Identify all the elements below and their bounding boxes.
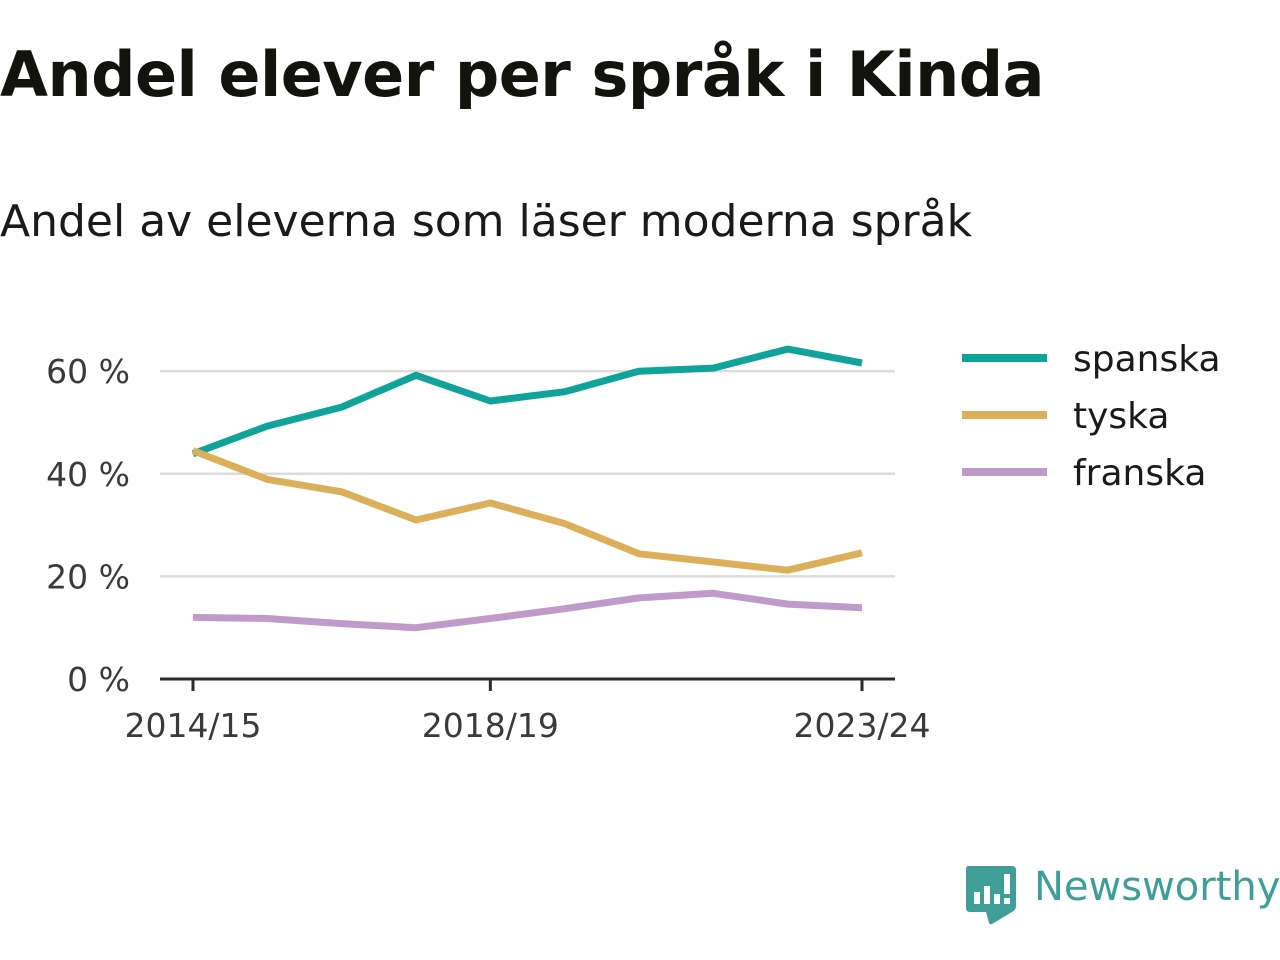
brand-name: Newsworthy — [1034, 864, 1280, 910]
x-tick-label: 2023/24 — [793, 706, 930, 745]
y-tick-label: 40 % — [46, 455, 130, 494]
newsworthy-logo-icon — [966, 866, 1016, 925]
x-tick-label: 2018/19 — [422, 706, 559, 745]
x-tick-label: 2014/15 — [124, 706, 261, 745]
brand-logo: Newsworthy — [964, 864, 1280, 928]
series-line-tyska — [191, 447, 863, 574]
chart-subtitle: Andel av eleverna som läser moderna språ… — [0, 196, 973, 247]
legend-label-franska: franska — [1073, 453, 1206, 494]
chart-title: Andel elever per språk i Kinda — [0, 38, 1044, 111]
y-tick-label: 0 % — [67, 660, 130, 699]
y-tick-label: 20 % — [46, 557, 130, 596]
y-tick-label: 60 % — [46, 352, 130, 391]
series-line-spanska — [191, 345, 863, 458]
legend-label-tyska: tyska — [1073, 396, 1169, 437]
series-line-franska — [192, 589, 863, 632]
legend-label-spanska: spanska — [1073, 339, 1221, 380]
